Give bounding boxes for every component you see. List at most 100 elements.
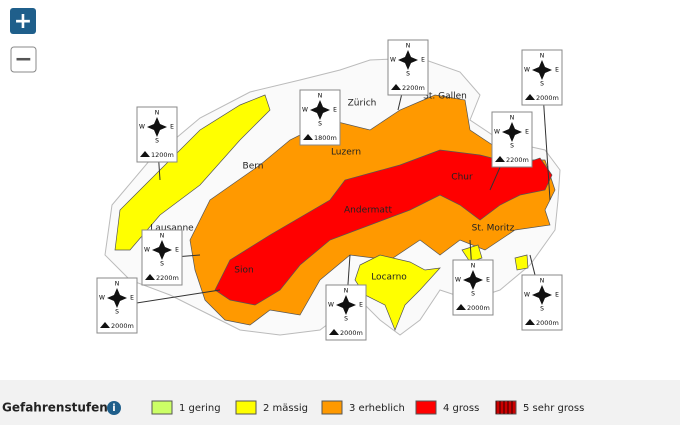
danger-marker: N S E W 2200m — [491, 111, 533, 168]
city-label: Sion — [234, 266, 253, 276]
danger-marker: N S E W 1800m — [299, 89, 341, 146]
elevation-label: 2000m — [467, 304, 490, 312]
danger-marker: N S E W 2000m — [96, 277, 138, 334]
elevation-label: 2200m — [156, 274, 179, 282]
legend-label: 5 sehr gross — [523, 403, 584, 414]
legend-label: 2 mässig — [263, 403, 308, 414]
zoom-out-icon: − — [14, 47, 32, 72]
compass-w: W — [524, 67, 530, 74]
elevation-label: 2000m — [536, 319, 559, 327]
mountain-icon — [145, 274, 155, 280]
legend-label: 1 gering — [179, 403, 221, 414]
compass-s: S — [510, 143, 514, 150]
legend-label: 3 erheblich — [349, 403, 405, 414]
compass-s: S — [406, 71, 410, 78]
city-label: Bern — [243, 162, 264, 172]
compass-e: E — [486, 277, 490, 284]
region-level-2 — [114, 94, 271, 251]
danger-marker: N S E W 2000m — [452, 259, 494, 316]
compass-n: N — [540, 53, 545, 60]
mountain-icon — [456, 304, 466, 310]
city-label: St. Gallen — [423, 92, 467, 102]
city-label: Zürich — [348, 99, 377, 109]
compass-s: S — [318, 121, 322, 128]
mountain-icon — [100, 322, 110, 328]
danger-marker: N S E W 1200m — [136, 106, 178, 163]
elevation-label: 2200m — [506, 156, 529, 164]
danger-marker: N S E W 2200m — [141, 229, 183, 286]
compass-rose — [152, 240, 172, 260]
legend-swatch — [415, 400, 437, 415]
elevation-label: 2000m — [536, 94, 559, 102]
compass-w: W — [99, 295, 105, 302]
elevation-label: 1800m — [314, 134, 337, 142]
compass-n: N — [471, 263, 476, 270]
compass-n: N — [160, 233, 165, 240]
city-label: Chur — [451, 173, 473, 183]
legend-swatch — [321, 400, 343, 415]
legend-title: Gefahrenstufen — [2, 401, 108, 415]
compass-rose — [398, 50, 418, 70]
compass-s: S — [540, 306, 544, 313]
compass-rose — [532, 60, 552, 80]
mountain-icon — [391, 84, 401, 90]
legend-swatch — [495, 400, 517, 415]
compass-w: W — [494, 129, 500, 136]
compass-w: W — [328, 302, 334, 309]
city-label: Luzern — [331, 148, 361, 158]
city-label: Lausanne — [150, 224, 194, 234]
compass-e: E — [333, 107, 337, 114]
mountain-icon — [303, 134, 313, 140]
compass-e: E — [170, 124, 174, 131]
compass-w: W — [139, 124, 145, 131]
compass-e: E — [421, 57, 425, 64]
compass-e: E — [130, 295, 134, 302]
compass-n: N — [344, 288, 349, 295]
compass-rose — [336, 295, 356, 315]
compass-w: W — [455, 277, 461, 284]
compass-w: W — [524, 292, 530, 299]
mountain-icon — [329, 329, 339, 335]
compass-rose — [107, 288, 127, 308]
compass-n: N — [318, 93, 323, 100]
city-label: St. Moritz — [472, 224, 515, 234]
compass-n: N — [115, 281, 120, 288]
compass-e: E — [555, 67, 559, 74]
zoom-out-button[interactable] — [10, 46, 37, 73]
compass-rose — [502, 122, 522, 142]
compass-w: W — [390, 57, 396, 64]
zoom-in-button[interactable] — [10, 8, 36, 34]
compass-s: S — [344, 316, 348, 323]
compass-s: S — [115, 309, 119, 316]
compass-n: N — [155, 110, 160, 117]
danger-marker: N S E W 2000m — [521, 49, 563, 106]
mountain-icon — [495, 156, 505, 162]
compass-rose — [147, 117, 167, 137]
legend-swatch — [235, 400, 257, 415]
compass-e: E — [175, 247, 179, 254]
danger-marker: N S E W 2000m — [325, 284, 367, 341]
mountain-icon — [525, 319, 535, 325]
compass-n: N — [510, 115, 515, 122]
danger-marker: N S E W 2200m — [387, 39, 429, 96]
compass-n: N — [406, 43, 411, 50]
compass-s: S — [471, 291, 475, 298]
region-level-2 — [461, 244, 483, 263]
compass-e: E — [555, 292, 559, 299]
legend-swatch — [151, 400, 173, 415]
info-icon[interactable] — [107, 401, 121, 415]
compass-w: W — [302, 107, 308, 114]
city-label: Andermatt — [344, 206, 392, 216]
elevation-label: 2000m — [340, 329, 363, 337]
mountain-icon — [140, 151, 150, 157]
elevation-label: 2000m — [111, 322, 134, 330]
zoom-in-icon: + — [14, 9, 32, 34]
compass-s: S — [540, 81, 544, 88]
region-level-2 — [514, 254, 529, 271]
compass-s: S — [160, 261, 164, 268]
elevation-label: 1200m — [151, 151, 174, 159]
compass-w: W — [144, 247, 150, 254]
compass-e: E — [525, 129, 529, 136]
